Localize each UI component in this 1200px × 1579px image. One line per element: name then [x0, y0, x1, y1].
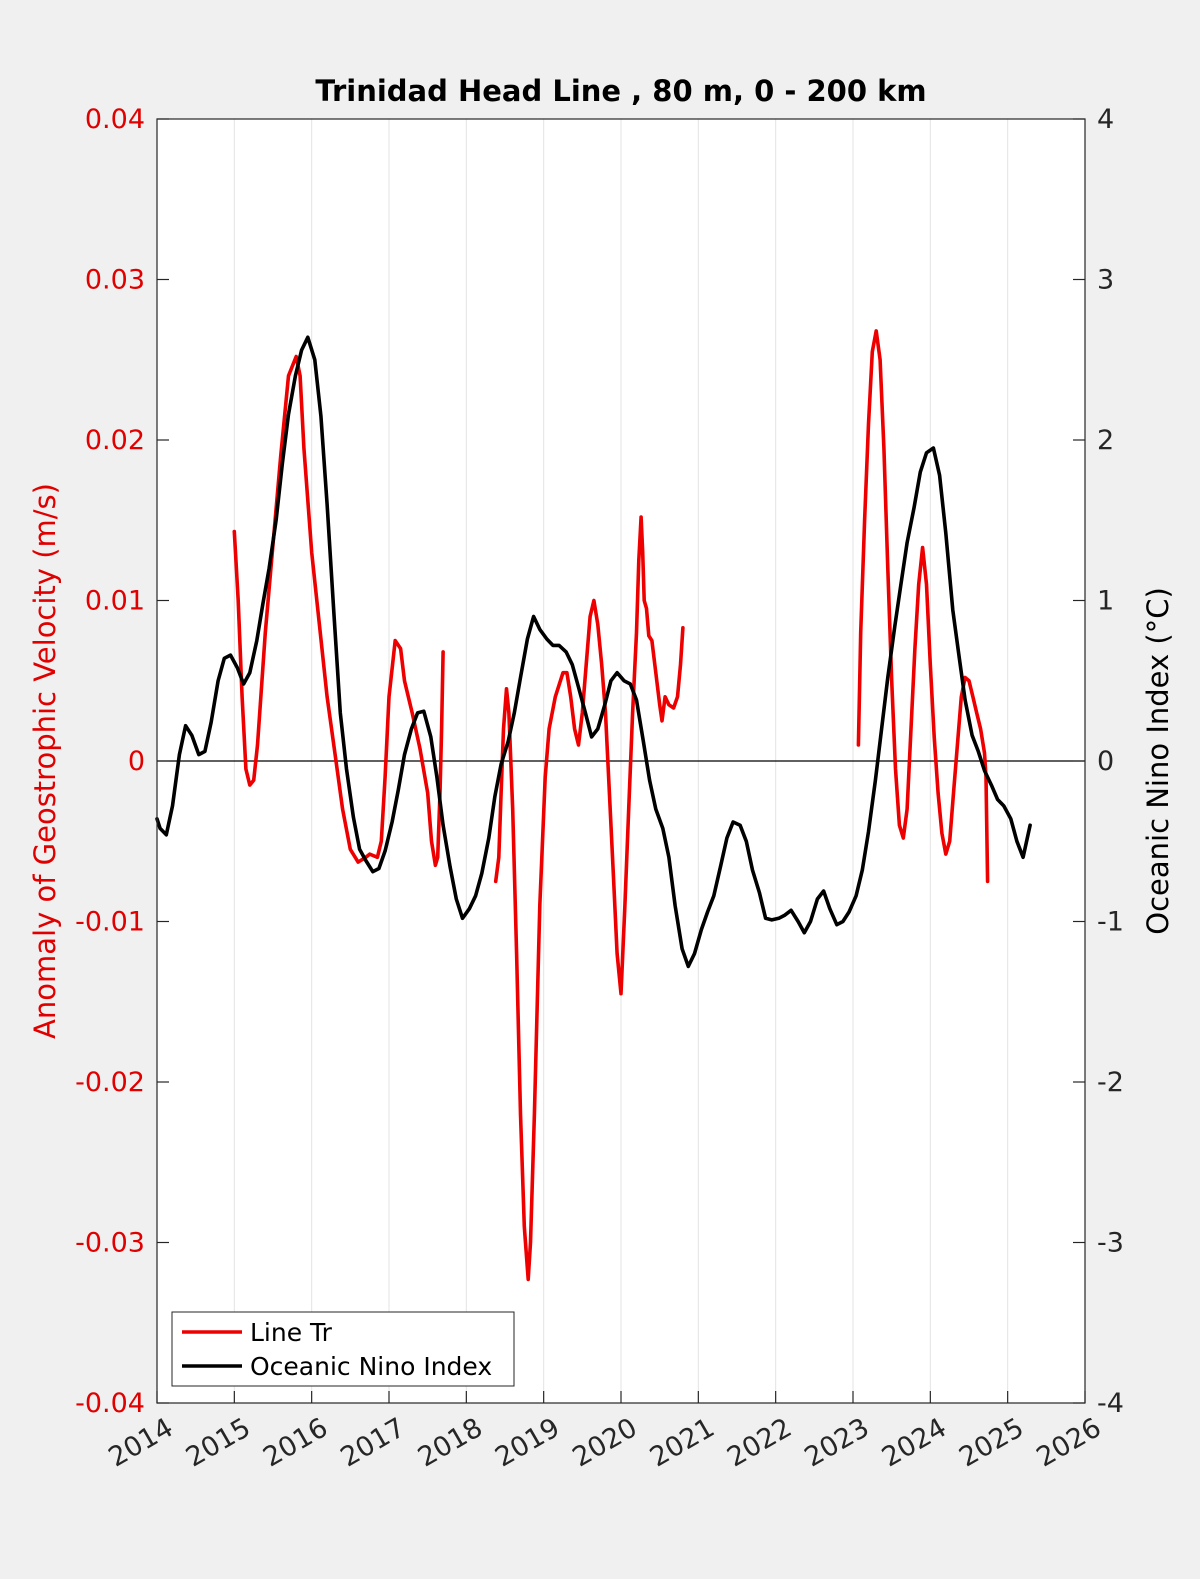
y-right-tick-label: 4: [1097, 104, 1114, 135]
y-left-tick-labels: 0.04 0.03 0.02 0.01 0 -0.01 -0.02 -0.03 -0.04: [75, 104, 145, 1419]
series-line-velocity: [232, 354, 445, 868]
x-tick-label: 2021: [645, 1412, 720, 1473]
y-left-tick-label: 0.03: [85, 265, 145, 296]
y-right-tick-labels: 4 3 2 1 0 -1 -2 -3 -4: [1097, 104, 1124, 1419]
x-tick-label: 2024: [877, 1412, 952, 1473]
y-left-tick-label: -0.03: [75, 1228, 145, 1259]
legend-label-oni: Oceanic Nino Index: [250, 1352, 492, 1381]
chart-title: Trinidad Head Line , 80 m, 0 - 200 km: [315, 74, 926, 108]
x-tick-label: 2014: [103, 1412, 178, 1473]
y-right-tick-label: 1: [1097, 586, 1114, 617]
legend: Line Tr Oceanic Nino Index: [171, 1311, 515, 1387]
y-right-tick-label: -3: [1097, 1228, 1124, 1259]
x-tick-label: 2019: [490, 1412, 565, 1473]
y-left-tick-label: 0.01: [85, 586, 145, 617]
series-layer: [155, 329, 1032, 1282]
y-right-tick-label: 3: [1097, 265, 1114, 296]
y-right-tick-label: -4: [1097, 1388, 1124, 1419]
x-tick-label: 2023: [799, 1412, 874, 1473]
x-tick-label: 2026: [1031, 1412, 1106, 1473]
y-left-tick-label: -0.01: [75, 907, 145, 938]
y-right-tick-label: -2: [1097, 1067, 1124, 1098]
x-tick-label: 2017: [335, 1412, 410, 1473]
series-line-velocity: [493, 515, 685, 1282]
y-right-tick-label: 0: [1097, 746, 1114, 777]
y-right-tick-label: 2: [1097, 425, 1114, 456]
x-tick-label: 2025: [954, 1412, 1029, 1473]
y-left-tick-label: 0.02: [85, 425, 145, 456]
legend-box: [171, 1311, 515, 1387]
tick-marks: [156, 118, 1086, 1404]
x-tick-label: 2022: [722, 1412, 797, 1473]
x-tick-label: 2015: [181, 1412, 256, 1473]
legend-label-velocity: Line Tr: [250, 1318, 333, 1347]
series-line-velocity: [856, 329, 990, 884]
series-line-oni: [155, 335, 1032, 969]
x-tick-labels: 2014 2015 2016 2017 2018 2019 2020 2021 2022 2023…: [103, 1412, 1106, 1473]
y-left-tick-label: 0: [128, 746, 145, 777]
y-right-axis-label: Oceanic Nino Index (°C): [1141, 587, 1175, 935]
y-left-tick-label: 0.04: [85, 104, 145, 135]
x-tick-label: 2018: [413, 1412, 488, 1473]
x-tick-label: 2020: [567, 1412, 642, 1473]
y-right-tick-label: -1: [1097, 907, 1124, 938]
y-left-axis-label: Anomaly of Geostrophic Velocity (m/s): [28, 483, 62, 1039]
y-left-tick-label: -0.04: [75, 1388, 145, 1419]
y-left-tick-label: -0.02: [75, 1067, 145, 1098]
x-tick-label: 2016: [258, 1412, 333, 1473]
